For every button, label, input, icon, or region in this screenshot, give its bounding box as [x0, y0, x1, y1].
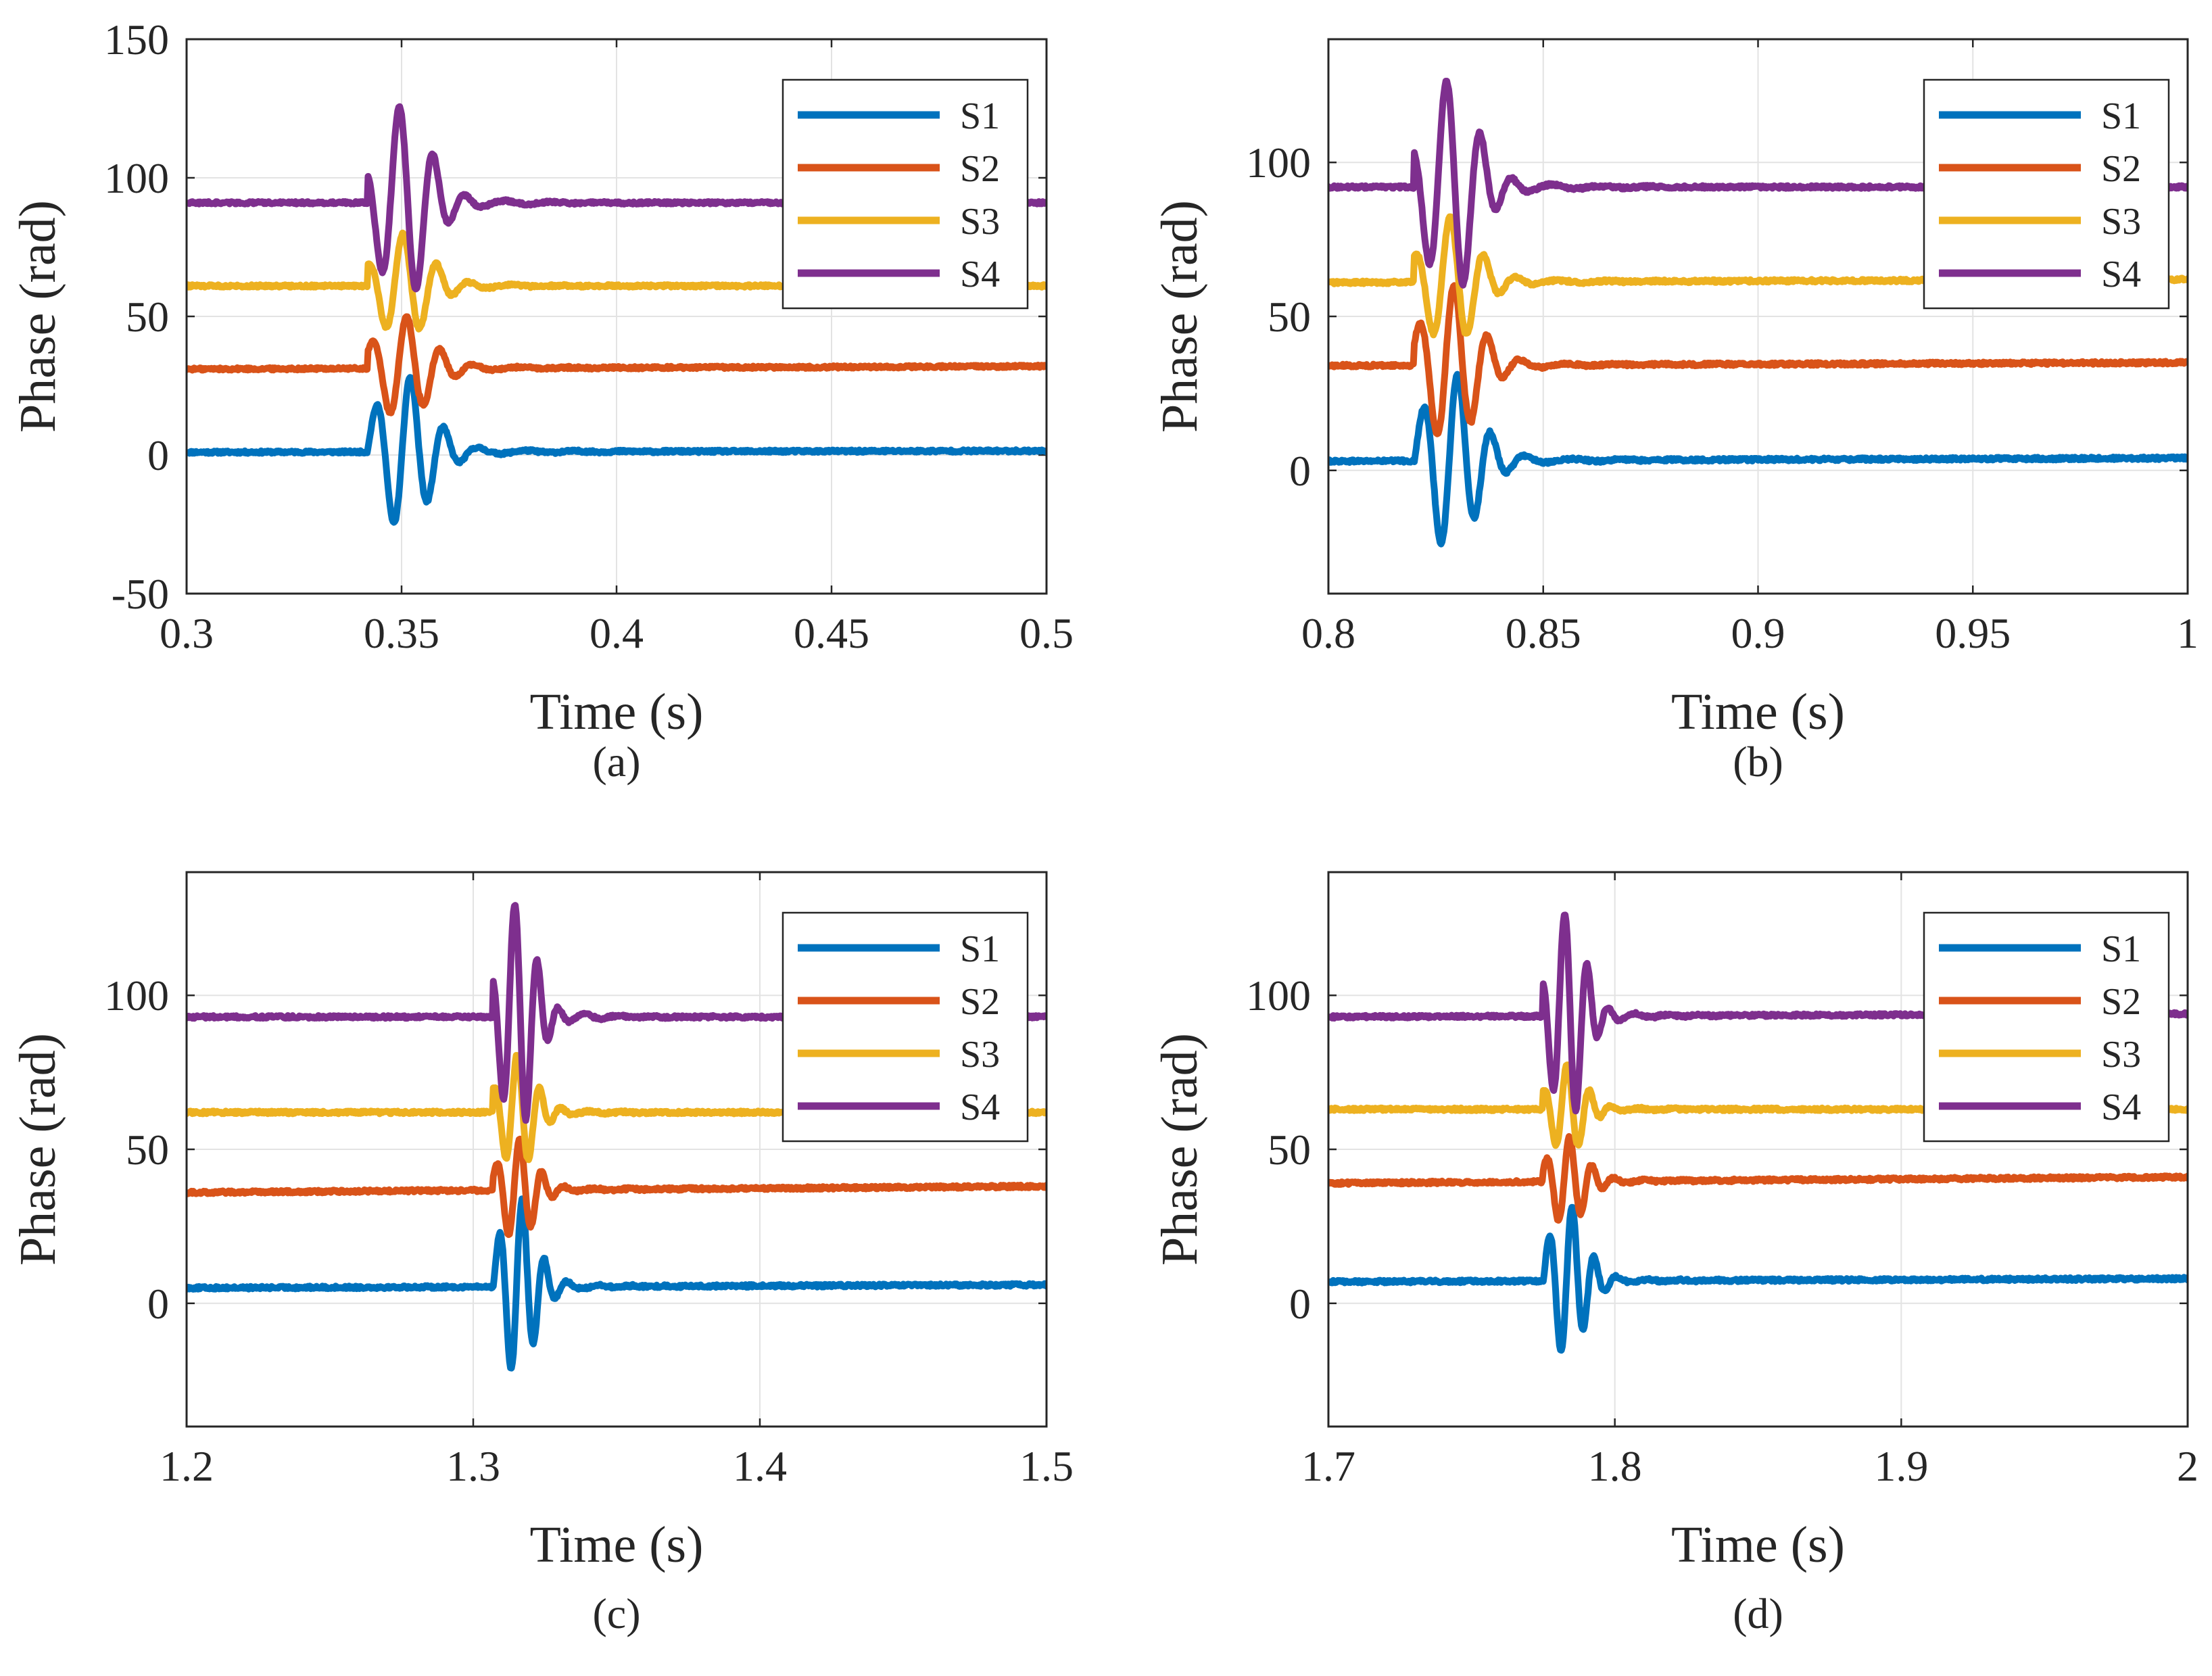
series-line-s2: [1328, 1133, 2188, 1224]
x-tick-label: 0.45: [794, 609, 869, 657]
x-tick-label: 0.4: [590, 609, 644, 657]
panel-caption: (b): [1733, 738, 1783, 786]
x-tick-label: 1.8: [1588, 1442, 1642, 1490]
legend-label-s1: S1: [960, 95, 1000, 137]
legend: S1 S2 S3 S4: [1923, 911, 2170, 1143]
legend-label-s4: S4: [960, 254, 1000, 295]
x-tick-label: 0.3: [160, 609, 214, 657]
legend: S1 S2 S3 S4: [782, 911, 1029, 1143]
legend-label-s4: S4: [2101, 1086, 2141, 1128]
legend-label-s1: S1: [2101, 928, 2141, 970]
y-tick-label: 0: [147, 1280, 169, 1328]
y-axis-label: Phase (rad): [9, 200, 66, 433]
y-tick-label: 0: [147, 431, 169, 479]
y-tick-label: 50: [1268, 293, 1311, 341]
x-tick-label: 0.9: [1731, 609, 1785, 657]
x-tick-label: 0.85: [1506, 609, 1581, 657]
legend-label-s1: S1: [960, 928, 1000, 970]
series-line-s2: [187, 313, 1047, 416]
x-tick-label: 1.2: [160, 1442, 214, 1490]
legend-label-s2: S2: [960, 148, 1000, 190]
x-tick-label: 0.95: [1935, 609, 2011, 657]
chart-panel-c: 1.2 1.3 1.4 1.5 0 50 100 Time (s) Phase (rad) (c)…: [9, 871, 1074, 1637]
y-tick-label: 150: [104, 16, 169, 64]
x-axis-label: Time (s): [530, 1516, 704, 1573]
x-axis-label: Time (s): [1671, 1516, 1845, 1573]
legend-label-s2: S2: [960, 981, 1000, 1023]
series-line-s1: [1328, 1203, 2188, 1354]
x-tick-label: 1.5: [1019, 1442, 1074, 1490]
y-axis-label: Phase (rad): [9, 1033, 66, 1266]
y-axis-label: Phase (rad): [1151, 1033, 1208, 1266]
legend-label-s3: S3: [960, 1034, 1000, 1076]
legend-label-s4: S4: [2101, 254, 2141, 295]
x-axis-label: Time (s): [1671, 684, 1845, 740]
legend: S1 S2 S3 S4: [1923, 78, 2170, 310]
legend-label-s1: S1: [2101, 95, 2141, 137]
chart-panel-a: 0.3 0.35 0.4 0.45 0.5 -50 0 50 100 150 Time (s) Pha…: [9, 16, 1074, 786]
y-tick-label: 100: [104, 972, 169, 1020]
y-axis-label: Phase (rad): [1151, 200, 1208, 433]
chart-panel-d: 1.7 1.8 1.9 2 0 50 100 Time (s) Phase (rad) (d) S1…: [1151, 871, 2198, 1637]
panel-caption: (a): [592, 738, 640, 786]
y-tick-label: 50: [126, 293, 169, 341]
x-tick-label: 0.35: [364, 609, 439, 657]
y-tick-label: 100: [1246, 139, 1311, 187]
axes-box: [185, 871, 1048, 1428]
y-tick-label: -50: [112, 570, 169, 618]
x-tick-label: 2: [2177, 1442, 2198, 1490]
y-tick-label: 50: [1268, 1126, 1311, 1174]
y-tick-label: 100: [104, 154, 169, 202]
panel-caption: (d): [1733, 1589, 1783, 1637]
y-tick-label: 0: [1289, 447, 1311, 495]
legend-label-s2: S2: [2101, 148, 2141, 190]
y-tick-label: 0: [1289, 1280, 1311, 1328]
chart-panel-b: 0.8 0.85 0.9 0.95 1 0 50 100 Time (s) Phase (rad)…: [1151, 38, 2198, 786]
y-tick-label: 100: [1246, 972, 1311, 1020]
panel-caption: (c): [592, 1589, 640, 1637]
legend-label-s3: S3: [2101, 1034, 2141, 1076]
axes-box: [1327, 871, 2189, 1428]
x-tick-label: 1.9: [1874, 1442, 1928, 1490]
x-tick-label: 0.8: [1301, 609, 1355, 657]
x-tick-label: 0.5: [1019, 609, 1074, 657]
series-line-s1: [187, 1195, 1047, 1372]
x-tick-label: 1: [2177, 609, 2198, 657]
x-tick-label: 1.4: [733, 1442, 787, 1490]
legend-label-s2: S2: [2101, 981, 2141, 1023]
axes-box: [185, 38, 1048, 595]
legend: S1 S2 S3 S4: [782, 78, 1029, 310]
axes-box: [1327, 38, 2189, 595]
legend-label-s4: S4: [960, 1086, 1000, 1128]
x-tick-label: 1.7: [1301, 1442, 1355, 1490]
y-tick-label: 50: [126, 1126, 169, 1174]
series-line-s2: [1328, 282, 2188, 437]
legend-label-s3: S3: [960, 201, 1000, 243]
series-line-s1: [187, 374, 1047, 526]
legend-label-s3: S3: [2101, 201, 2141, 243]
x-tick-label: 1.3: [446, 1442, 500, 1490]
series-line-s2: [187, 1135, 1047, 1239]
series-line-s1: [1328, 370, 2188, 548]
x-axis-label: Time (s): [530, 684, 704, 740]
